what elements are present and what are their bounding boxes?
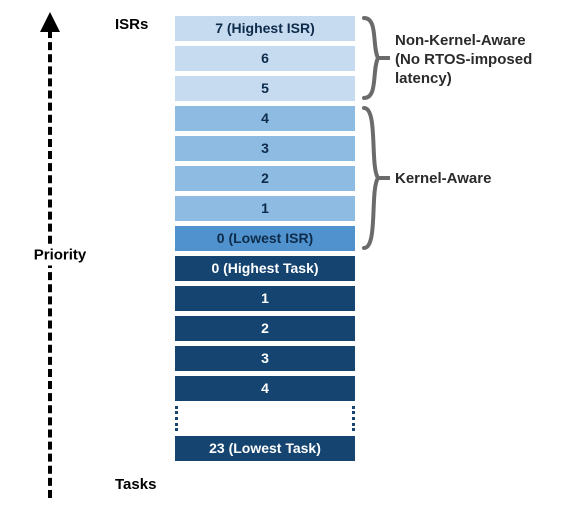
non-kernel-label: Non-Kernel-Aware (No RTOS-imposed latenc… — [395, 32, 576, 88]
isrs-header-label: ISRs — [115, 16, 148, 33]
non-kernel-label-line1: Non-Kernel-Aware — [395, 32, 526, 49]
tasks-header-label: Tasks — [115, 476, 156, 493]
priority-cell: 4 — [175, 376, 355, 401]
non-kernel-label-line2: (No RTOS-imposed latency) — [395, 51, 532, 87]
priority-cell: 5 — [175, 76, 355, 101]
kernel-label-line1: Kernel-Aware — [395, 170, 491, 187]
priority-cell: 0 (Lowest ISR) — [175, 226, 355, 251]
kernel-label: Kernel-Aware — [395, 170, 491, 189]
priority-cell: 23 (Lowest Task) — [175, 436, 355, 461]
brace-icon — [360, 16, 392, 101]
priority-cell: 0 (Highest Task) — [175, 256, 355, 281]
ellipsis-gap — [175, 406, 355, 431]
priority-stack: 7 (Highest ISR) 6 5 4 3 2 1 0 (Lowest ISR) 0 (Hi… — [175, 16, 355, 466]
priority-axis-label: Priority — [30, 245, 91, 266]
priority-cell: 6 — [175, 46, 355, 71]
priority-cell: 3 — [175, 346, 355, 371]
priority-cell: 3 — [175, 136, 355, 161]
priority-cell: 2 — [175, 166, 355, 191]
priority-cell: 2 — [175, 316, 355, 341]
priority-cell: 7 (Highest ISR) — [175, 16, 355, 41]
brace-icon — [360, 106, 392, 251]
priority-cell: 1 — [175, 196, 355, 221]
priority-diagram: Priority ISRs Tasks 7 (Highest ISR) 6 5 4 3 2… — [0, 0, 576, 510]
priority-cell: 4 — [175, 106, 355, 131]
priority-cell: 1 — [175, 286, 355, 311]
arrow-up-icon — [40, 12, 60, 32]
